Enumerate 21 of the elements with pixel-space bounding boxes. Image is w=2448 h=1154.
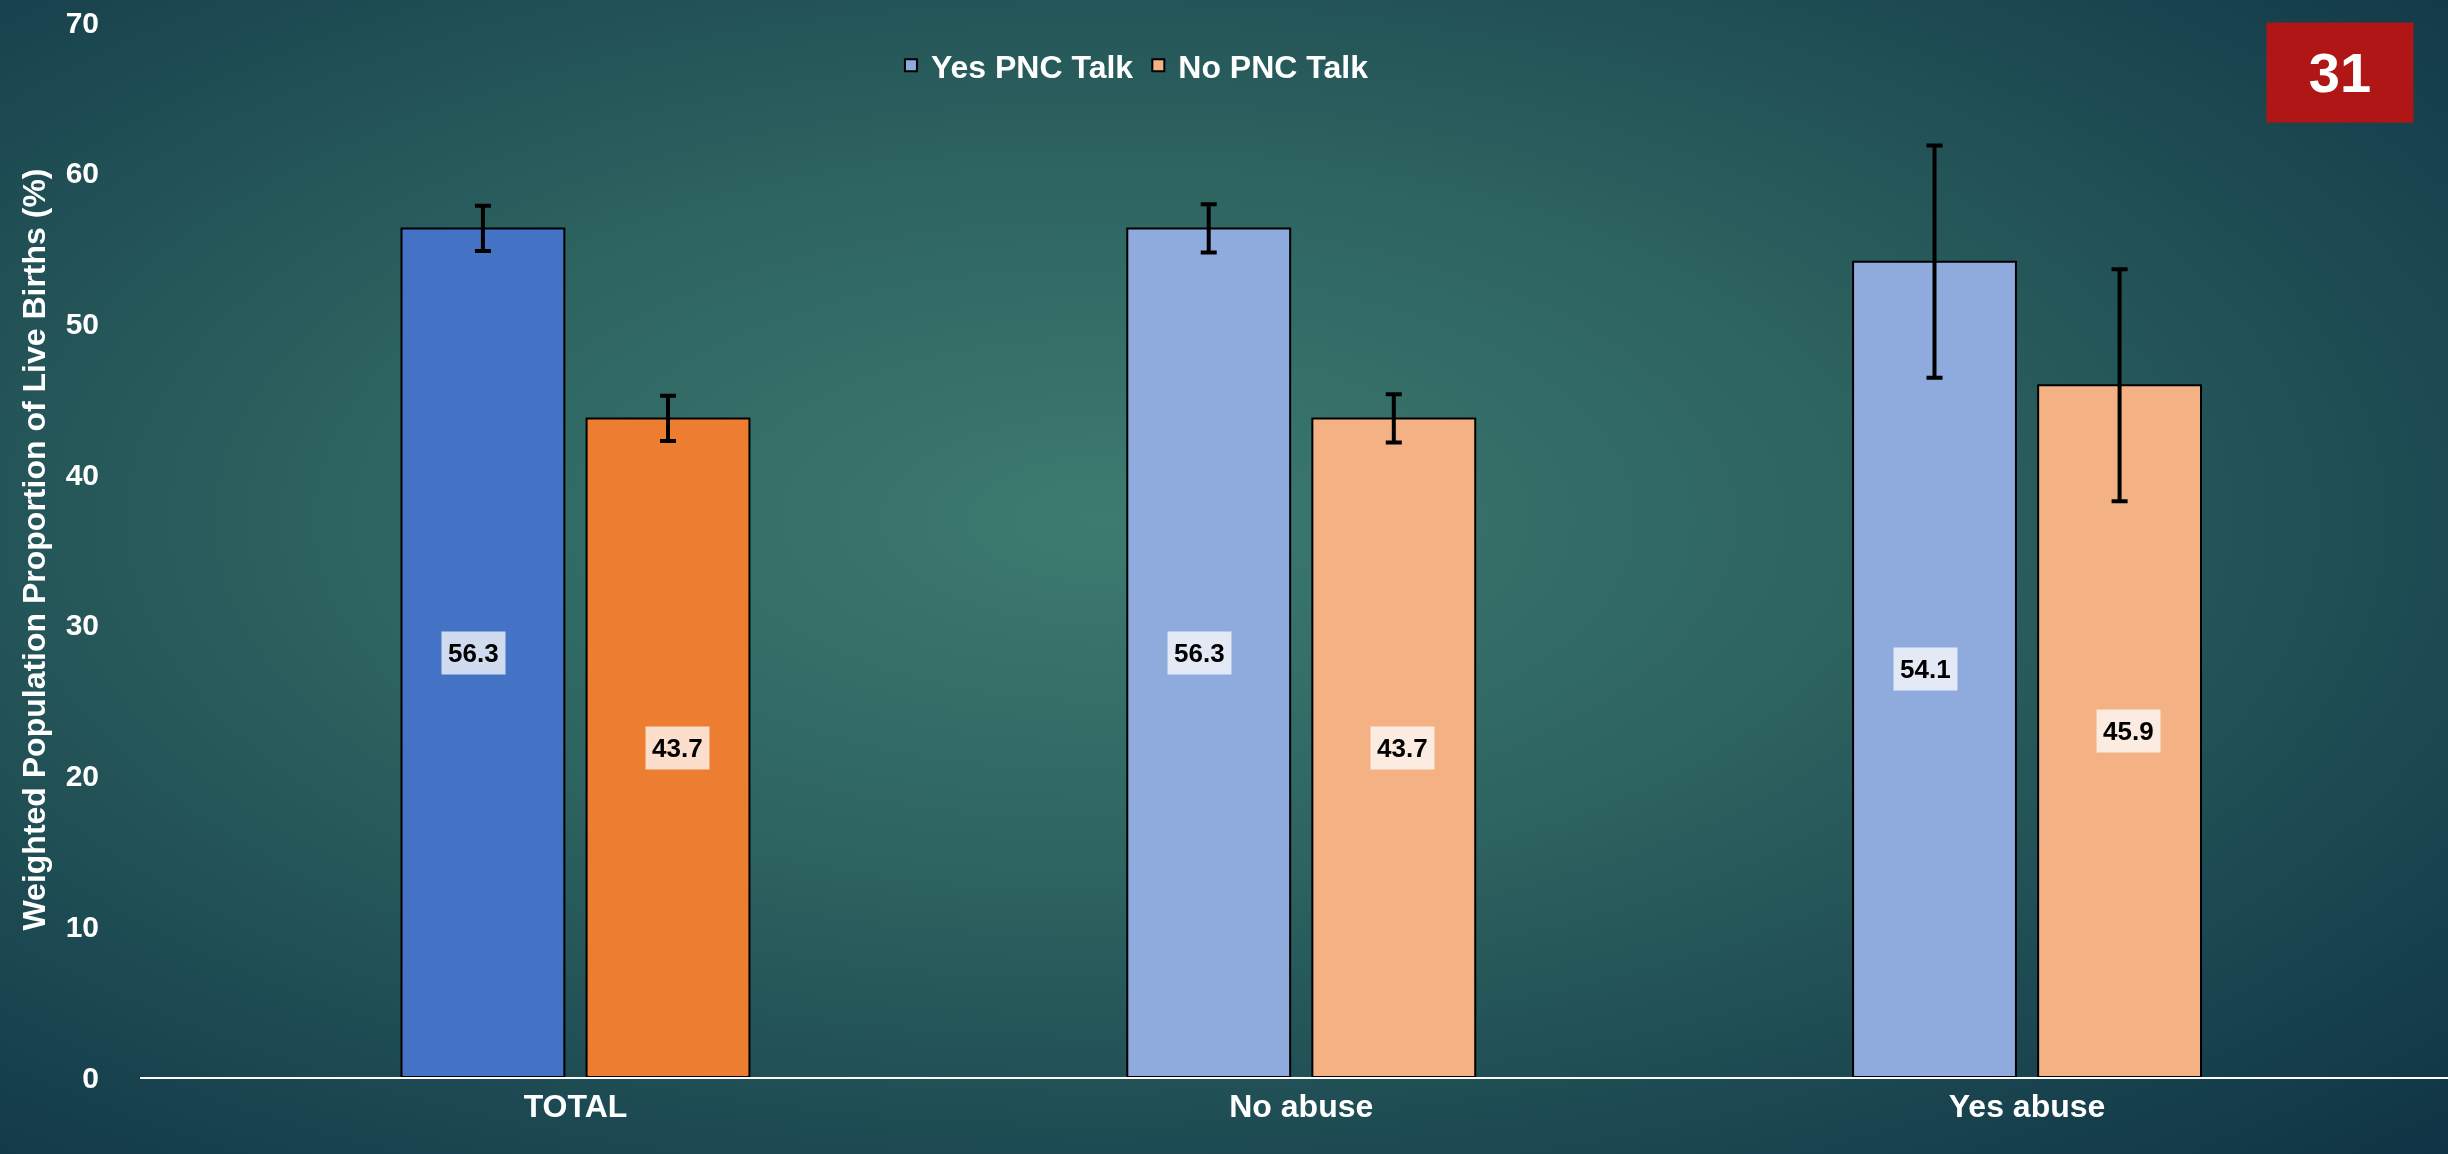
data-label: 54.1: [1900, 654, 1951, 684]
y-tick-label: 40: [65, 457, 99, 491]
x-tick-label: No abuse: [1229, 1088, 1374, 1125]
y-tick-label: 60: [65, 156, 99, 190]
y-tick-label: 10: [65, 909, 99, 943]
data-label: 56.3: [1174, 638, 1225, 668]
y-tick-label: 0: [82, 1060, 99, 1094]
x-tick-label: Yes abuse: [1948, 1088, 2106, 1125]
annotation: 31: [2308, 41, 2372, 104]
y-tick-label: 20: [65, 759, 99, 793]
data-label: 43.7: [652, 733, 703, 763]
legend-label: No PNC Talk: [1178, 48, 1369, 85]
data-label: 43.7: [1377, 733, 1428, 763]
y-tick-label: 30: [65, 608, 99, 642]
y-tick-label: 50: [65, 306, 99, 340]
y-axis-title: Weighted Population Proportion of Live Births (%): [15, 168, 52, 931]
legend-label: Yes PNC Talk: [930, 48, 1134, 85]
data-label: 56.3: [448, 638, 499, 668]
y-tick-label: 70: [65, 5, 99, 39]
x-tick-label: TOTAL: [523, 1088, 628, 1125]
data-label: 45.9: [2103, 716, 2154, 746]
